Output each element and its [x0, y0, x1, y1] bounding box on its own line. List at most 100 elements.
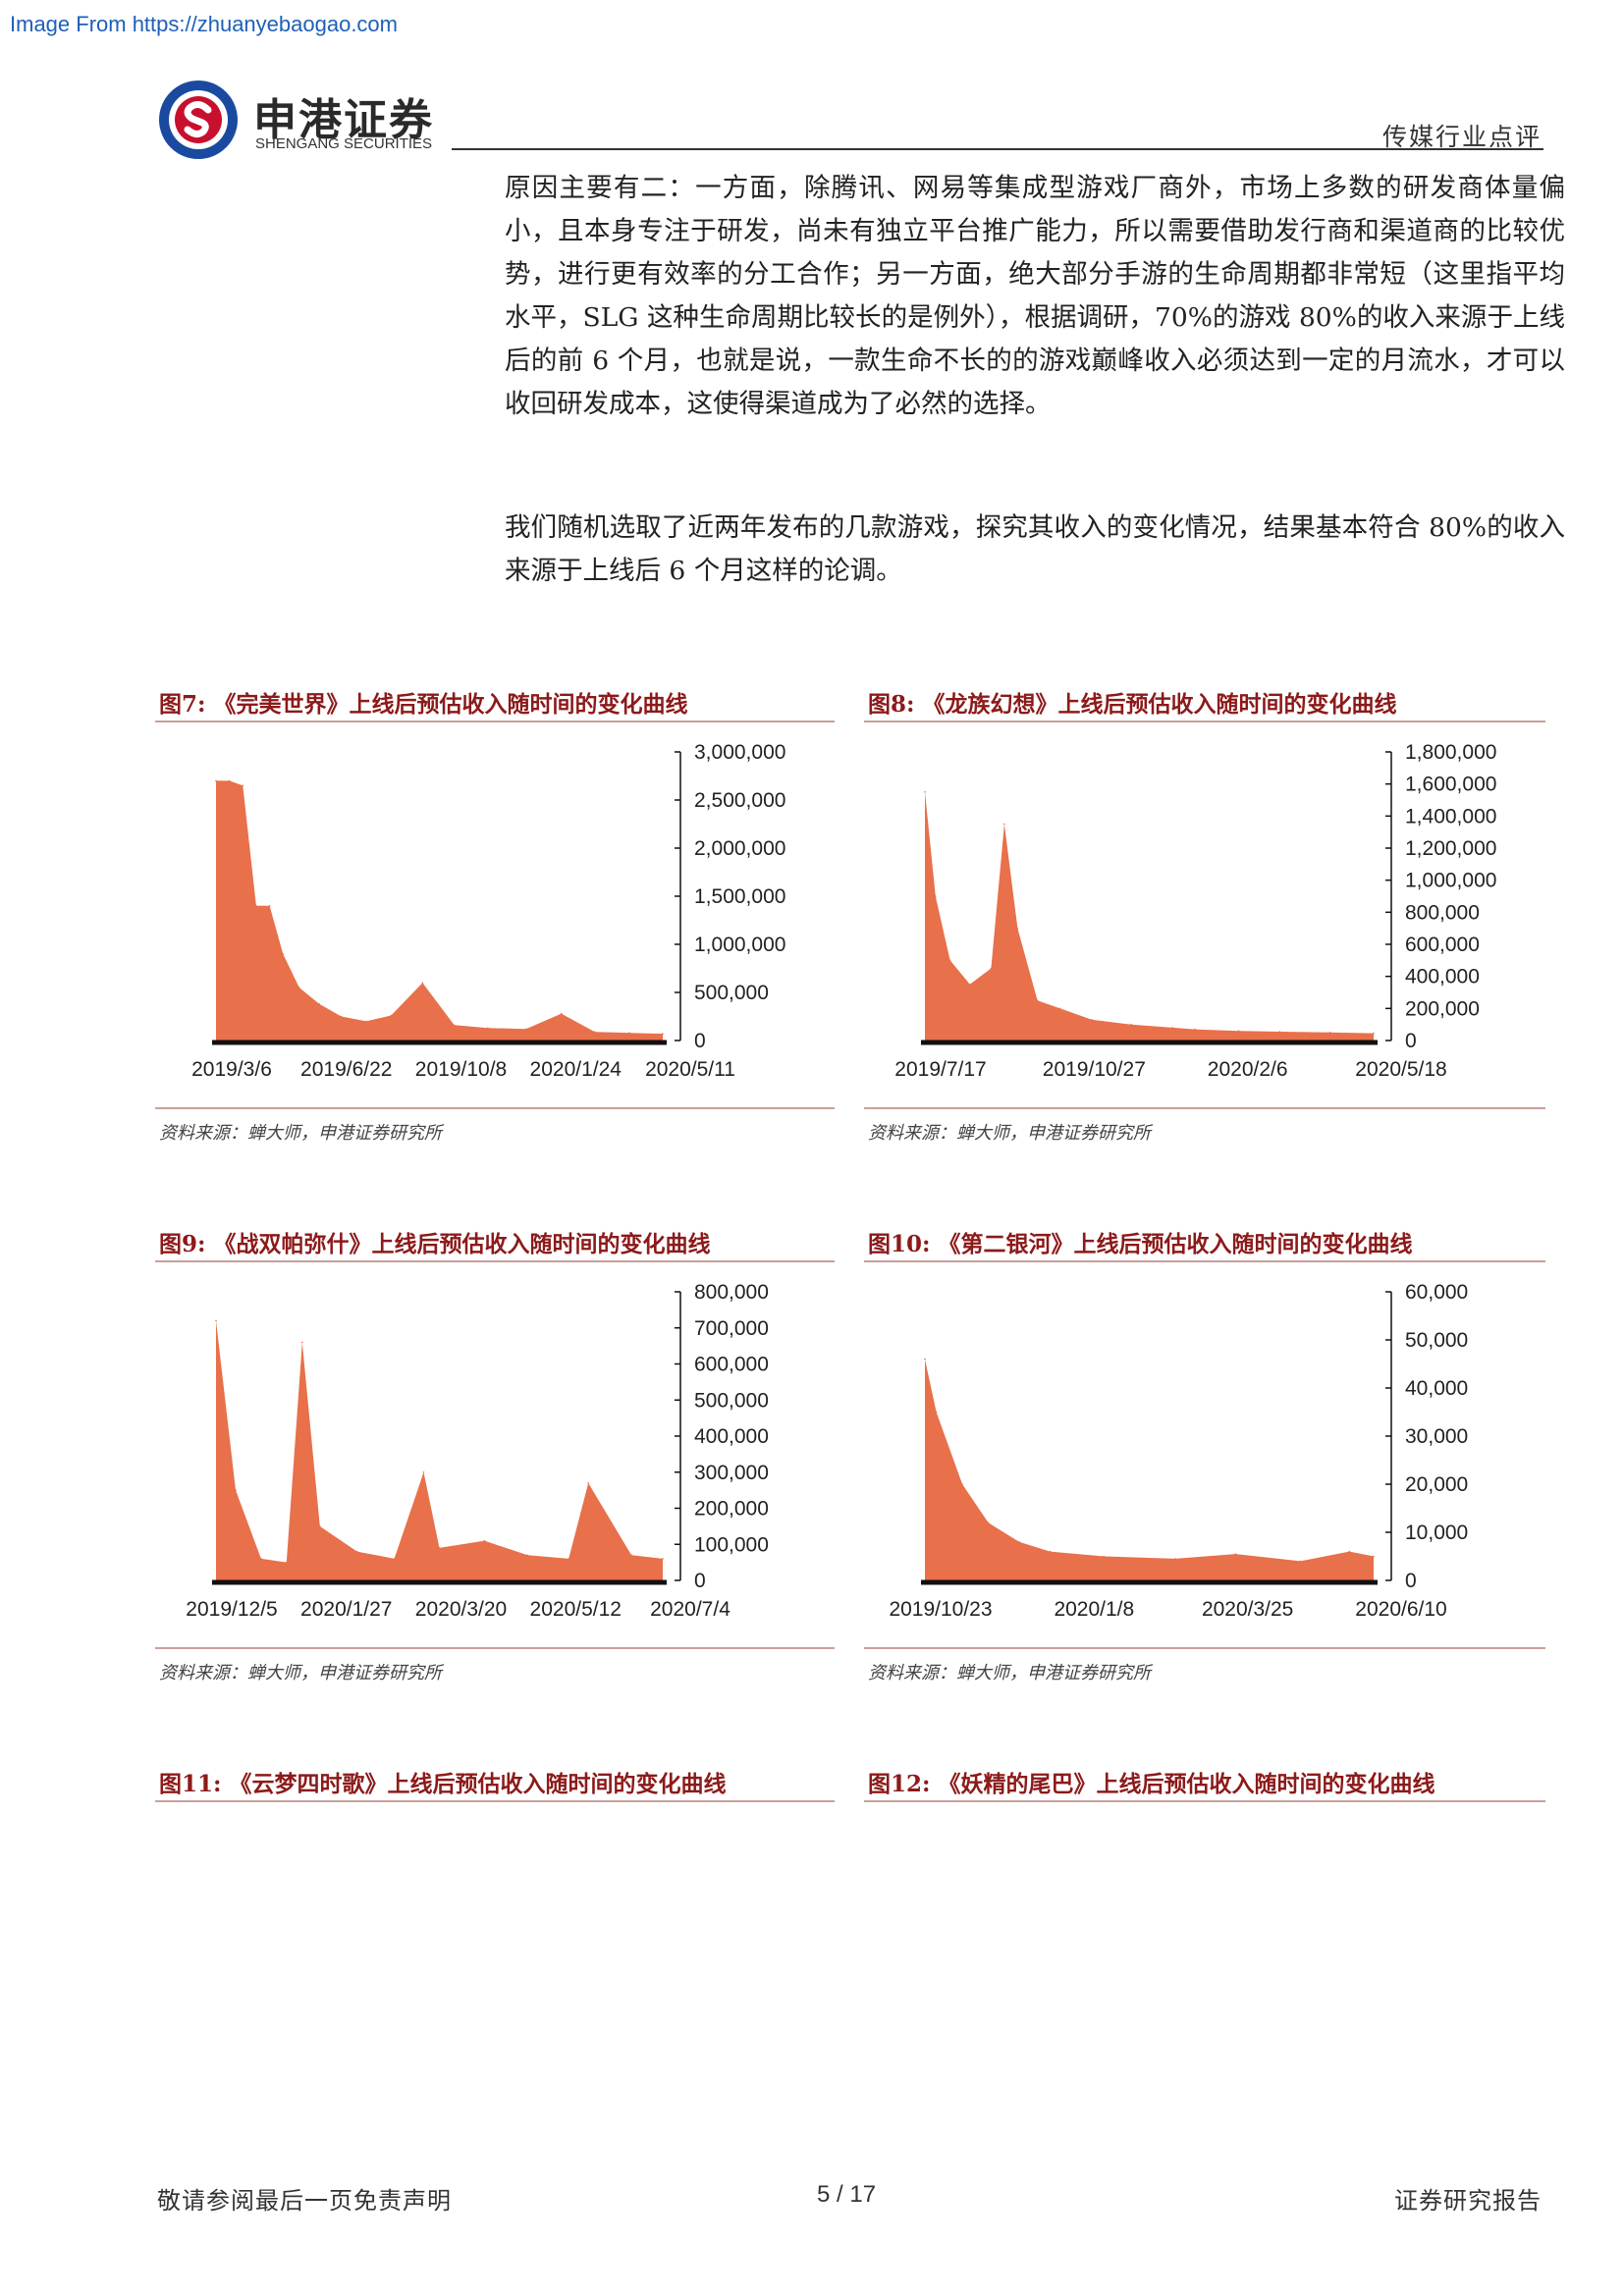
figure-caption: 《龙族幻想》上线后预估收入随时间的变化曲线: [922, 691, 1397, 718]
page-number: 5 / 17: [817, 2181, 877, 2208]
data-point: [215, 779, 217, 782]
data-point: [298, 987, 300, 988]
data-point: [987, 1522, 990, 1523]
figure-label: 图10:: [868, 1231, 931, 1257]
data-point: [1234, 1553, 1237, 1555]
data-point: [961, 1483, 963, 1485]
data-point: [483, 1539, 486, 1542]
figure-label: 图11:: [159, 1771, 222, 1797]
data-point: [421, 982, 424, 984]
data-point: [1174, 1558, 1176, 1560]
data-point: [524, 1028, 527, 1030]
source-rule: [155, 1647, 835, 1649]
y-tick-label: 3,000,000: [694, 741, 785, 764]
x-tick-label: 2020/7/4: [650, 1598, 731, 1621]
y-tick-label: 40,000: [1405, 1377, 1468, 1400]
figure-caption: 《妖精的尾巴》上线后预估收入随时间的变化曲线: [938, 1771, 1435, 1797]
x-tick-label: 2020/3/20: [415, 1598, 507, 1621]
figure-caption: 《第二银河》上线后预估收入随时间的变化曲线: [938, 1231, 1413, 1257]
y-tick-label: 30,000: [1405, 1425, 1468, 1448]
data-point: [948, 959, 951, 962]
figure-caption: 《完美世界》上线后预估收入随时间的变化曲线: [213, 691, 688, 718]
data-point: [1171, 1027, 1173, 1029]
data-point: [594, 1031, 596, 1033]
figure-title: 图8: 《龙族幻想》上线后预估收入随时间的变化曲线: [868, 685, 1397, 719]
x-tick-label: 2020/2/6: [1208, 1058, 1288, 1081]
footer-disclaimer: 敬请参阅最后一页免责声明: [157, 2187, 452, 2215]
data-point: [301, 1341, 303, 1344]
figure-title-rule: [864, 721, 1545, 722]
header-section-label: 传媒行业点评: [1381, 123, 1542, 151]
y-tick-label: 400,000: [1405, 966, 1480, 988]
data-point: [560, 1012, 563, 1015]
data-point: [924, 1358, 926, 1361]
y-tick-label: 800,000: [694, 1281, 769, 1304]
data-point: [1036, 999, 1039, 1001]
data-point: [1373, 1032, 1375, 1035]
data-point: [268, 905, 271, 907]
data-point: [630, 1554, 632, 1557]
data-point: [1018, 1541, 1020, 1543]
figure-title: 图11: 《云梦四时歌》上线后预估收入随时间的变化曲线: [159, 1765, 727, 1798]
x-tick-label: 2019/10/27: [1043, 1058, 1146, 1081]
source-rule: [155, 1107, 835, 1109]
data-point: [969, 984, 971, 986]
x-tick-label: 2020/6/10: [1355, 1598, 1446, 1621]
data-point: [1003, 823, 1005, 826]
source-note: 资料来源：蝉大师，申港证券研究所: [159, 1123, 442, 1144]
x-tick-label: 2019/10/23: [889, 1598, 992, 1621]
y-tick-label: 1,200,000: [1405, 837, 1496, 860]
data-point: [935, 895, 937, 897]
series-area: [216, 780, 663, 1041]
body-paragraph: 原因主要有二：一方面，除腾讯、网易等集成型游戏厂商外，市场上多数的研发商体量偏小…: [505, 167, 1565, 426]
data-point: [242, 784, 244, 787]
figure-label: 图8:: [868, 691, 915, 718]
x-tick-label: 2020/1/27: [300, 1598, 392, 1621]
series-area: [216, 1320, 663, 1580]
data-point: [286, 1561, 288, 1564]
y-tick-label: 0: [694, 1570, 706, 1592]
y-tick-label: 1,800,000: [1405, 741, 1496, 764]
figure-title: 图7: 《完美世界》上线后预估收入随时间的变化曲线: [159, 685, 688, 719]
figure-title-rule: [864, 1800, 1545, 1802]
figure-title-rule: [155, 721, 835, 722]
data-point: [662, 1558, 664, 1560]
y-tick-label: 100,000: [694, 1533, 769, 1556]
y-tick-label: 1,600,000: [1405, 774, 1496, 796]
footer-report-type: 证券研究报告: [1394, 2187, 1542, 2215]
data-point: [282, 953, 284, 955]
figure-title: 图9: 《战双帕弥什》上线后预估收入随时间的变化曲线: [159, 1225, 711, 1258]
y-tick-label: 0: [1405, 1030, 1417, 1052]
chart-zhanshuang-pamishi: 800,000 700,000 600,000 500,000 400,000 300,0…: [186, 1281, 769, 1621]
figure-title-rule: [155, 1260, 835, 1262]
x-tick-label: 2019/3/6: [191, 1058, 272, 1081]
data-point: [365, 1020, 367, 1023]
data-point: [235, 1489, 237, 1491]
data-point: [486, 1027, 489, 1030]
data-point: [990, 967, 993, 970]
x-tick-label: 2020/5/18: [1355, 1058, 1446, 1081]
data-point: [255, 905, 257, 907]
data-point: [390, 1014, 393, 1017]
figure-title-rule: [864, 1260, 1545, 1262]
paragraph-text: 原因主要有二：一方面，除腾讯、网易等集成型游戏厂商外，市场上多数的研发商体量偏小…: [505, 173, 1565, 419]
y-tick-label: 50,000: [1405, 1329, 1468, 1352]
data-point: [1049, 1550, 1052, 1553]
x-tick-label: 2020/1/24: [530, 1058, 623, 1081]
y-tick-label: 1,000,000: [1405, 870, 1496, 892]
y-tick-label: 200,000: [1405, 997, 1480, 1020]
y-tick-label: 20,000: [1405, 1473, 1468, 1496]
body-paragraph: 我们随机选取了近两年发布的几款游戏，探究其收入的变化情况，结果基本符合 80%的…: [505, 507, 1565, 593]
x-tick-label: 2019/6/22: [300, 1058, 392, 1081]
watermark-text[interactable]: Image From https://zhuanyebaogao.com: [10, 12, 398, 36]
data-point: [393, 1558, 396, 1560]
data-point: [1237, 1030, 1240, 1032]
data-point: [1299, 1560, 1302, 1563]
data-point: [318, 1003, 320, 1005]
y-tick-label: 500,000: [694, 1389, 769, 1412]
y-tick-label: 600,000: [1405, 934, 1480, 956]
figure-caption: 《云梦四时歌》上线后预估收入随时间的变化曲线: [229, 1771, 727, 1797]
y-tick-label: 800,000: [1405, 901, 1480, 924]
source-rule: [864, 1107, 1545, 1109]
data-point: [260, 1558, 262, 1560]
